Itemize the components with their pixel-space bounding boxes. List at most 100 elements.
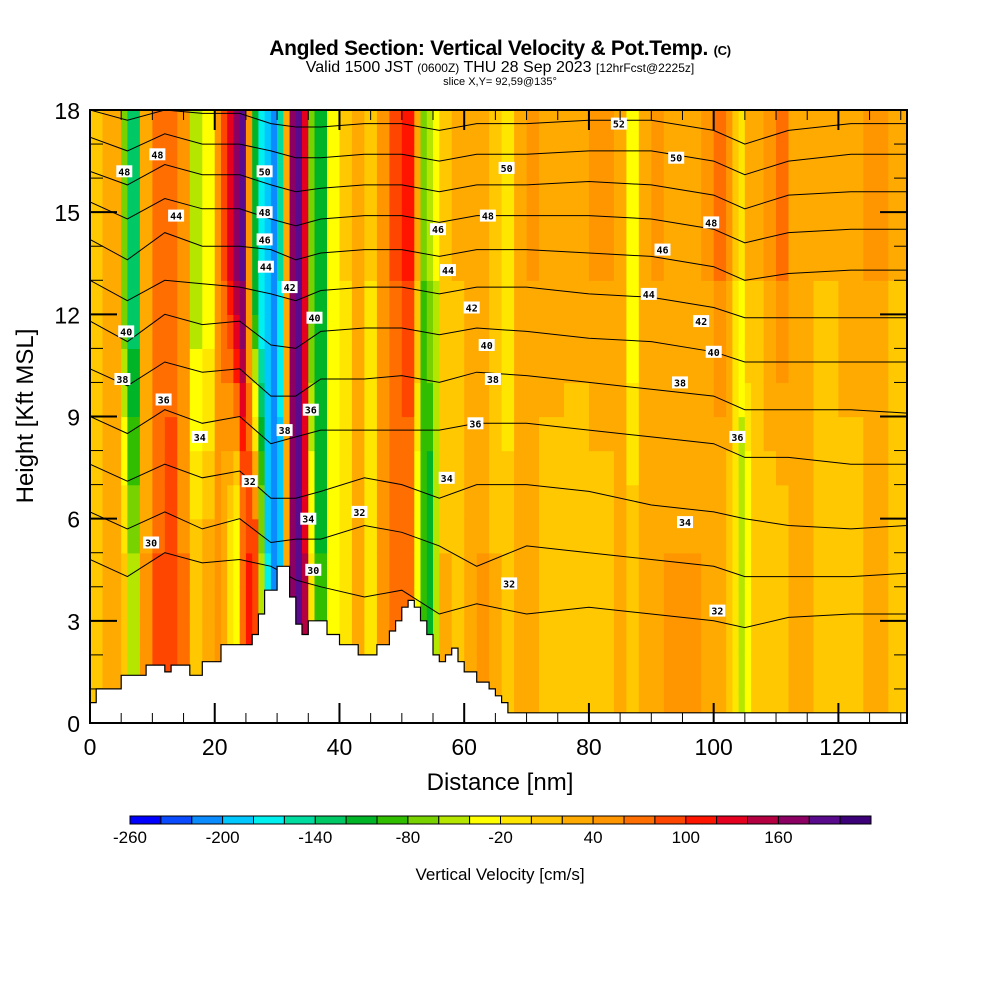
velocity-cell: [464, 620, 478, 656]
colorbar-swatch: [222, 815, 255, 825]
valid-time-utc: (0600Z): [417, 61, 460, 75]
velocity-cell: [763, 620, 777, 656]
velocity-cell: [638, 212, 652, 247]
velocity-cell: [221, 110, 228, 145]
velocity-cell: [651, 382, 665, 418]
velocity-cell: [239, 450, 247, 486]
velocity-cell: [420, 246, 428, 281]
velocity-cell: [751, 620, 765, 656]
colorbar: -260 -200 -140 -80 -20 40 100 160: [113, 815, 872, 847]
velocity-cell: [626, 518, 640, 554]
velocity-cell: [139, 246, 153, 281]
velocity-cell: [376, 586, 390, 622]
velocity-cell: [489, 654, 503, 690]
velocity-cell: [701, 620, 715, 656]
velocity-cell: [888, 110, 907, 145]
velocity-cell: [426, 178, 434, 213]
velocity-cell: [389, 586, 403, 622]
velocity-cell: [813, 314, 839, 349]
velocity-cell: [121, 110, 128, 145]
velocity-cell: [676, 382, 690, 418]
velocity-cell: [464, 484, 478, 520]
velocity-cell: [564, 586, 590, 622]
velocity-cell: [464, 552, 478, 588]
velocity-cell: [202, 586, 216, 622]
velocity-cell: [389, 484, 403, 520]
velocity-cell: [401, 280, 415, 315]
velocity-cell: [451, 144, 465, 179]
velocity-cell: [763, 212, 777, 247]
velocity-cell: [726, 518, 733, 554]
velocity-cell: [339, 246, 353, 281]
velocity-cell: [114, 246, 122, 281]
velocity-cell: [233, 620, 241, 656]
velocity-cell: [295, 178, 303, 213]
velocity-cell: [763, 416, 777, 452]
velocity-cell: [114, 484, 122, 520]
contour-label-text: 50: [670, 154, 682, 165]
colorbar-swatch: [654, 815, 687, 825]
velocity-cell: [744, 586, 752, 622]
velocity-cell: [433, 620, 440, 656]
velocity-cell: [295, 552, 303, 588]
velocity-cell: [221, 382, 228, 418]
velocity-cell: [327, 586, 341, 622]
contour-label-text: 46: [432, 225, 444, 236]
velocity-cell: [514, 450, 528, 486]
velocity-cell: [270, 246, 278, 281]
velocity-cell: [588, 348, 615, 384]
velocity-cell: [732, 620, 740, 656]
velocity-cell: [526, 552, 540, 588]
velocity-cell: [776, 178, 790, 213]
velocity-cell: [813, 552, 839, 588]
velocity-cell: [376, 416, 390, 452]
velocity-cell: [776, 416, 790, 452]
velocity-cell: [732, 178, 740, 213]
velocity-cell: [588, 450, 615, 486]
velocity-cell: [744, 110, 752, 145]
velocity-cell: [102, 586, 116, 622]
velocity-cell: [738, 518, 746, 554]
theta-contour-42: [90, 279, 907, 319]
velocity-cell: [433, 586, 440, 622]
velocity-cell: [376, 280, 390, 315]
velocity-cell: [451, 484, 465, 520]
velocity-cell: [501, 450, 515, 486]
velocity-cell: [763, 110, 777, 145]
velocity-cell: [564, 110, 590, 145]
velocity-cell: [283, 246, 291, 281]
velocity-cell: [732, 212, 740, 247]
velocity-cell: [613, 348, 627, 384]
velocity-cell: [233, 416, 241, 452]
velocity-cell: [651, 110, 665, 145]
contour-label-bg: [168, 209, 185, 222]
velocity-cell: [888, 484, 907, 520]
velocity-cell: [389, 382, 403, 418]
velocity-cell: [688, 212, 702, 247]
theta-contour-50: [90, 133, 907, 176]
velocity-cell: [233, 280, 241, 315]
velocity-cell: [339, 382, 353, 418]
velocity-cell: [214, 314, 222, 349]
velocity-cell: [302, 246, 309, 281]
contour-label-bg: [668, 151, 685, 164]
velocity-cell: [90, 484, 104, 520]
velocity-cell: [90, 110, 104, 145]
velocity-cell: [202, 518, 216, 554]
velocity-cell: [283, 518, 291, 554]
velocity-cell: [308, 246, 316, 281]
velocity-cell: [258, 212, 266, 247]
velocity-cell: [189, 586, 203, 622]
velocity-cell: [713, 144, 727, 179]
velocity-cell: [252, 450, 259, 486]
velocity-cell: [501, 314, 515, 349]
velocity-cell: [726, 688, 733, 723]
velocity-cell: [90, 382, 104, 418]
velocity-cell: [239, 416, 247, 452]
velocity-cell: [763, 586, 777, 622]
contour-label-bg: [305, 563, 322, 576]
colorbar-swatch: [808, 815, 841, 825]
velocity-cell: [227, 144, 234, 179]
velocity-cell: [214, 484, 222, 520]
